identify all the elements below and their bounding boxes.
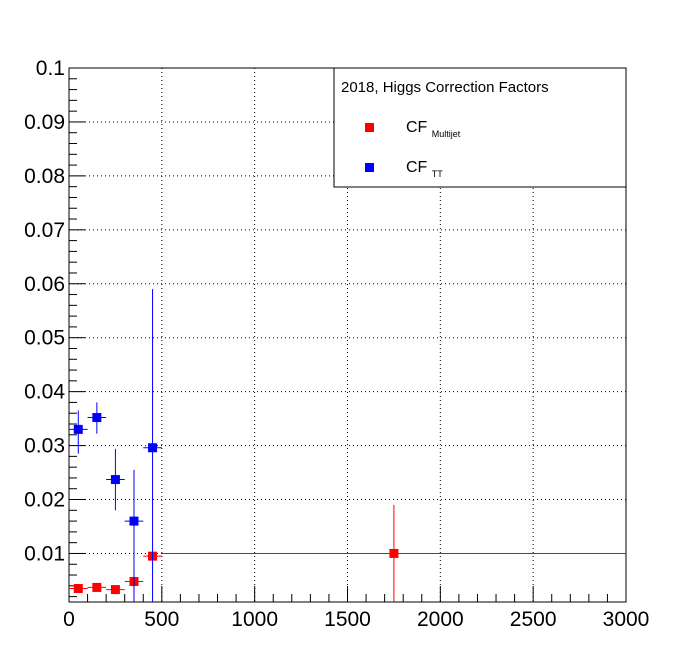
x-tick-label: 1000 — [231, 608, 278, 631]
data-point — [148, 443, 158, 453]
data-point — [92, 413, 102, 423]
y-tick-label: 0.09 — [24, 111, 65, 134]
legend-label-tt: CF TT — [406, 159, 443, 179]
legend-label-tt-sub: TT — [432, 169, 443, 179]
data-point — [110, 585, 120, 595]
y-tick-label: 0.04 — [24, 381, 65, 404]
legend-label-multijet-sub: Multijet — [432, 129, 461, 139]
data-point — [110, 475, 120, 485]
legend-label-tt-main: CF — [406, 159, 428, 176]
legend-label-multijet-main: CF — [406, 119, 428, 136]
data-point — [389, 548, 399, 558]
data-series — [69, 289, 626, 602]
x-tick-label: 3000 — [603, 608, 650, 631]
x-tick-label: 2000 — [417, 608, 464, 631]
data-point — [73, 584, 83, 594]
y-tick-label: 0.06 — [24, 273, 65, 296]
y-tick-label: 0.07 — [24, 219, 65, 242]
data-point — [73, 424, 83, 434]
data-point — [129, 516, 139, 526]
y-tick-label: 0.1 — [36, 57, 65, 80]
legend: 2018, Higgs Correction Factors CF Multij… — [333, 67, 627, 188]
legend-box — [333, 67, 627, 188]
legend-title: 2018, Higgs Correction Factors — [341, 79, 549, 96]
data-point — [92, 582, 102, 592]
legend-marker-multijet — [365, 123, 374, 132]
series-multijet — [69, 504, 626, 602]
legend-marker-tt — [365, 163, 374, 172]
y-tick-label: 0.03 — [24, 435, 65, 458]
x-tick-label: 0 — [63, 608, 75, 631]
y-tick-label: 0.05 — [24, 327, 65, 350]
y-tick-label: 0.01 — [24, 542, 65, 565]
legend-label-multijet: CF Multijet — [406, 119, 461, 139]
y-tick-label: 0.08 — [24, 165, 65, 188]
y-tick-label: 0.02 — [24, 489, 65, 512]
x-tick-label: 1500 — [324, 608, 371, 631]
series-tt — [69, 289, 162, 602]
x-tick-label: 2500 — [510, 608, 557, 631]
axes: 0 500 1000 1500 2000 2500 3000 0.01 0.02 0.03 0.04… — [24, 57, 649, 631]
x-tick-label: 500 — [144, 608, 179, 631]
